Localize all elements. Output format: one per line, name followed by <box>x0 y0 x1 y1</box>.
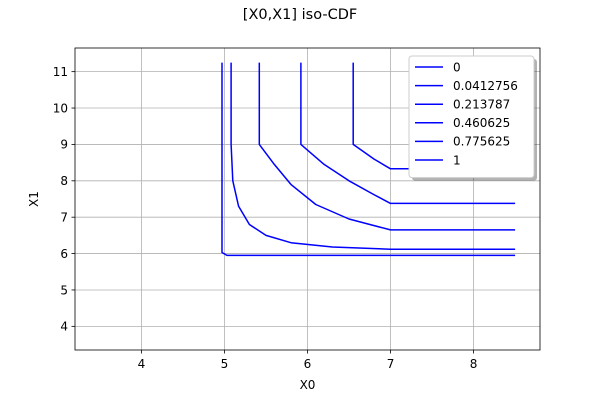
x-tick-label: 7 <box>387 357 395 371</box>
y-tick-label: 8 <box>60 174 68 188</box>
series-layer <box>221 62 516 257</box>
legend: 0 0.0412756 0.213787 0.460625 0.775625 1 <box>408 55 537 181</box>
series-line-2 <box>258 62 516 231</box>
legend-label-4: 0.775625 <box>453 135 510 149</box>
y-tick-label: 7 <box>60 210 68 224</box>
x-tick-label: 8 <box>470 357 478 371</box>
x-axis-label: X0 <box>300 378 316 392</box>
y-tick-label: 9 <box>60 138 68 152</box>
y-tick-label: 4 <box>60 320 68 334</box>
y-axis-label: X1 <box>27 191 41 207</box>
chart-title: [X0,X1] iso-CDF <box>243 7 357 23</box>
legend-box <box>408 55 535 179</box>
legend-label-0: 0 <box>453 60 461 74</box>
legend-label-1: 0.0412756 <box>453 79 518 93</box>
series-line-0 <box>221 62 516 257</box>
legend-label-2: 0.213787 <box>453 98 510 112</box>
x-tick-label: 4 <box>138 357 146 371</box>
legend-label-5: 1 <box>453 153 461 167</box>
axis-ticks: 4 5 6 7 8 4 5 6 7 8 9 10 11 <box>53 65 478 371</box>
y-tick-label: 5 <box>60 283 68 297</box>
series-line-3 <box>300 62 516 205</box>
x-tick-label: 6 <box>304 357 312 371</box>
y-tick-label: 6 <box>60 247 68 261</box>
y-tick-label: 11 <box>53 65 68 79</box>
x-tick-label: 5 <box>221 357 229 371</box>
series-line-1 <box>230 62 516 250</box>
y-tick-label: 10 <box>53 101 68 115</box>
legend-label-3: 0.460625 <box>453 116 510 130</box>
